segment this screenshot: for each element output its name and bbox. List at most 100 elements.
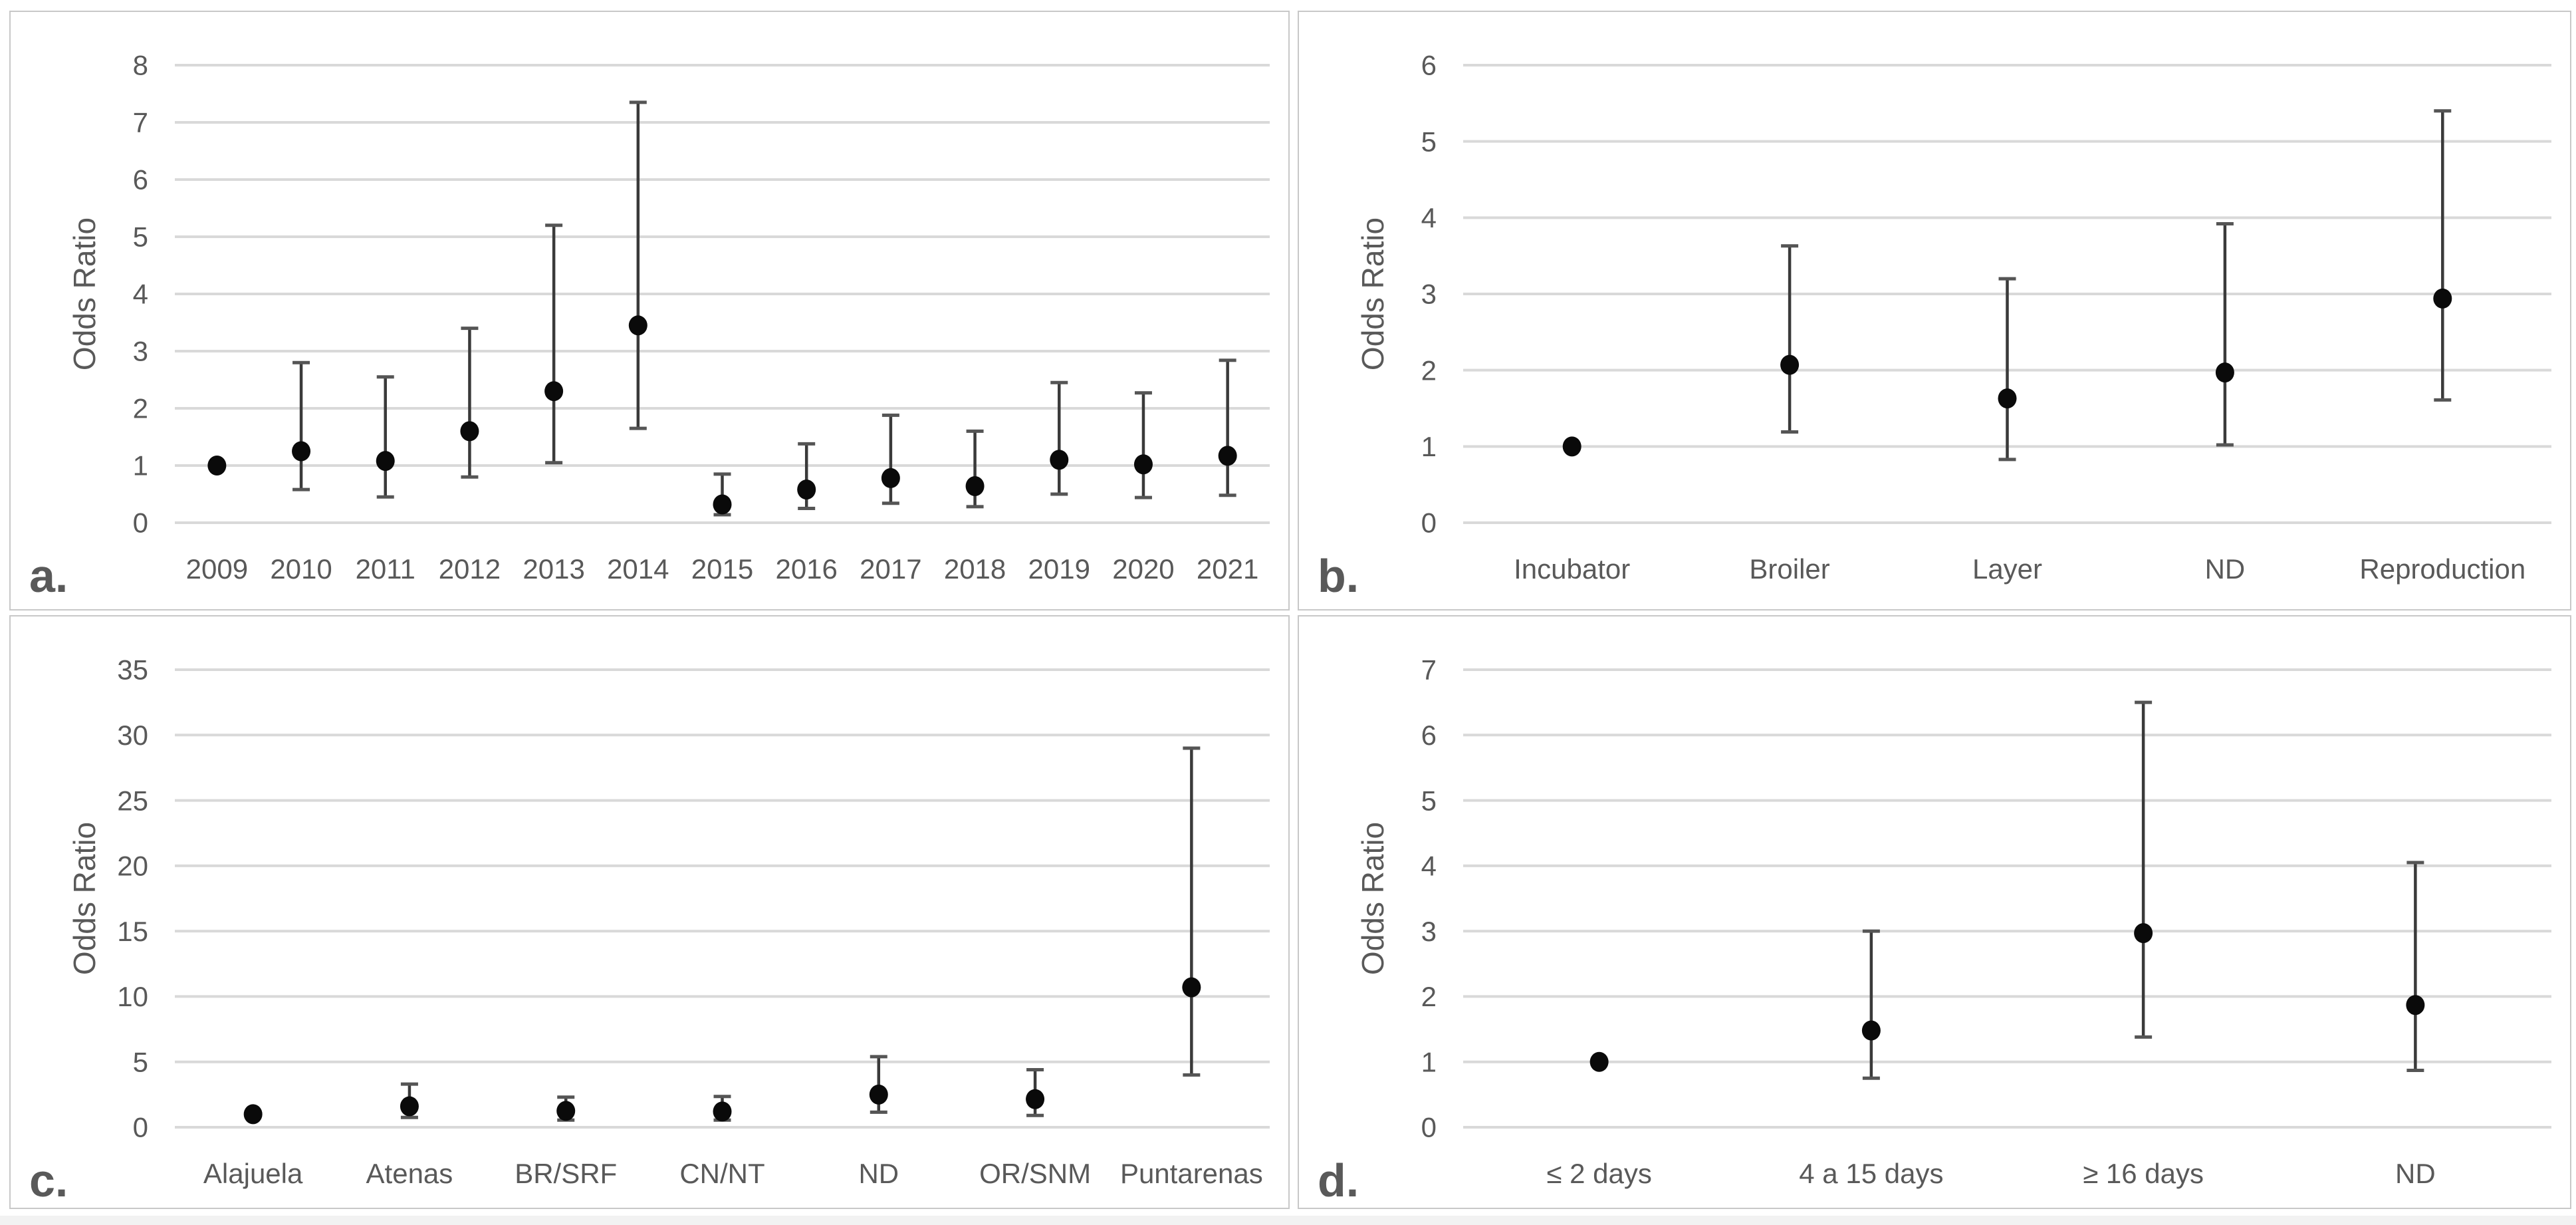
x-category-label: Broiler xyxy=(1749,553,1829,585)
data-point-marker xyxy=(1562,436,1581,457)
y-tick-label: 2 xyxy=(1421,981,1437,1012)
data-point-marker xyxy=(1780,354,1800,375)
data-point-marker xyxy=(292,441,311,462)
panel-letter: c. xyxy=(29,1155,68,1206)
data-point-marker xyxy=(797,479,816,500)
data-point-marker xyxy=(869,1084,888,1105)
page-bottom-edge xyxy=(0,1216,2576,1225)
x-category-label: ≥ 16 days xyxy=(2083,1158,2204,1189)
panel-letter: b. xyxy=(1318,550,1359,602)
y-axis-title: Odds Ratio xyxy=(1355,822,1390,975)
y-tick-label: 1 xyxy=(1421,1046,1437,1077)
y-axis-title: Odds Ratio xyxy=(1355,217,1390,370)
y-tick-label: 0 xyxy=(1421,1112,1437,1143)
x-category-label: Alajuela xyxy=(203,1158,303,1189)
y-tick-label: 0 xyxy=(1421,507,1437,539)
x-category-label: 4 a 15 days xyxy=(1799,1158,1943,1189)
y-tick-label: 5 xyxy=(1421,785,1437,816)
data-point-marker xyxy=(1861,1020,1881,1041)
y-tick-label: 0 xyxy=(133,507,148,539)
data-point-marker xyxy=(544,381,564,402)
y-tick-label: 7 xyxy=(1421,654,1437,686)
data-point-marker xyxy=(243,1104,263,1125)
chart-svg: 0 5 10 15 20 25 30 35 Odds Ratio Alajuela Atenas BR… xyxy=(29,654,1270,1206)
y-tick-label: 20 xyxy=(117,851,148,882)
x-category-label: ND xyxy=(2205,553,2246,585)
x-category-label: 2011 xyxy=(356,553,415,585)
y-tick-label: 6 xyxy=(1421,720,1437,751)
data-point-marker xyxy=(1998,388,2017,409)
panel-letter: a. xyxy=(29,550,68,602)
data-point-marker xyxy=(713,494,732,515)
y-tick-label: 6 xyxy=(133,164,148,196)
x-category-label: Reproduction xyxy=(2359,553,2525,585)
y-tick-label: 1 xyxy=(133,450,148,481)
y-axis-title: Odds Ratio xyxy=(67,217,102,370)
y-axis-title: Odds Ratio xyxy=(67,822,102,975)
data-point-marker xyxy=(713,1101,732,1122)
y-tick-label: 3 xyxy=(1421,279,1437,310)
data-point-marker xyxy=(2406,995,2425,1016)
y-tick-label: 4 xyxy=(1421,202,1437,233)
data-point-marker xyxy=(1133,454,1153,475)
x-category-label: 2010 xyxy=(270,553,332,585)
data-point-marker xyxy=(460,421,479,442)
y-tick-label: 10 xyxy=(117,981,148,1012)
x-category-label: 2016 xyxy=(775,553,837,585)
y-tick-label: 2 xyxy=(133,393,148,424)
x-category-label: OR/SNM xyxy=(979,1158,1091,1189)
data-point-marker xyxy=(2134,923,2153,944)
x-category-label: Incubator xyxy=(1514,553,1630,585)
x-category-label: 2015 xyxy=(691,553,753,585)
y-tick-label: 15 xyxy=(117,916,148,947)
panel-c-region-chart: 0 5 10 15 20 25 30 35 Odds Ratio Alajuela Atenas BR… xyxy=(9,615,1290,1209)
y-tick-label: 7 xyxy=(133,107,148,138)
x-category-label: ND xyxy=(858,1158,899,1189)
x-category-label: 2012 xyxy=(439,553,501,585)
y-tick-label: 3 xyxy=(1421,916,1437,947)
x-category-label: Layer xyxy=(1972,553,2042,585)
x-category-label: CN/NT xyxy=(679,1158,764,1189)
data-point-marker xyxy=(1218,446,1237,466)
x-category-label: ND xyxy=(2395,1158,2436,1189)
panel-letter: d. xyxy=(1318,1155,1359,1206)
x-category-label: 2013 xyxy=(523,553,584,585)
chart-svg: 0 1 2 3 4 5 6 Odds Ratio Incubator Broiler Layer ND… xyxy=(1318,50,2551,602)
y-tick-label: 5 xyxy=(133,221,148,253)
data-point-marker xyxy=(1589,1051,1609,1072)
x-category-label: BR/SRF xyxy=(515,1158,617,1189)
data-point-marker xyxy=(2215,362,2234,383)
y-tick-label: 30 xyxy=(117,720,148,751)
panel-b-production-type-chart: 0 1 2 3 4 5 6 Odds Ratio Incubator Broiler Layer ND… xyxy=(1298,11,2571,611)
y-tick-label: 0 xyxy=(133,1112,148,1143)
y-tick-label: 3 xyxy=(133,336,148,367)
x-category-label: 2020 xyxy=(1112,553,1174,585)
data-point-marker xyxy=(628,315,647,336)
data-point-marker xyxy=(556,1101,576,1121)
data-point-marker xyxy=(207,456,227,476)
data-point-marker xyxy=(1026,1089,1045,1109)
x-category-label: Puntarenas xyxy=(1120,1158,1263,1189)
data-point-marker xyxy=(881,468,900,488)
data-point-marker xyxy=(400,1096,419,1117)
y-tick-label: 5 xyxy=(1421,126,1437,157)
y-tick-label: 35 xyxy=(117,654,148,686)
x-category-label: ≤ 2 days xyxy=(1546,1158,1651,1189)
panel-a-year-chart: 0 1 2 3 4 5 6 7 8 Odds Ratio 2009 2010 2011 2012 2013 2… xyxy=(9,11,1290,611)
data-point-marker xyxy=(1050,450,1069,470)
data-point-marker xyxy=(376,451,395,472)
y-tick-label: 8 xyxy=(133,50,148,81)
data-point-marker xyxy=(965,476,985,496)
x-category-label: 2021 xyxy=(1197,553,1258,585)
data-point-marker xyxy=(1182,977,1201,998)
x-category-label: Atenas xyxy=(366,1158,453,1189)
y-tick-label: 5 xyxy=(133,1046,148,1077)
chart-svg: 0 1 2 3 4 5 6 7 Odds Ratio ≤ 2 days 4 a 15 days ≥ 1… xyxy=(1318,654,2551,1206)
x-category-label: 2009 xyxy=(186,553,248,585)
y-tick-label: 1 xyxy=(1421,431,1437,462)
y-tick-label: 25 xyxy=(117,785,148,816)
chart-svg: 0 1 2 3 4 5 6 7 8 Odds Ratio 2009 2010 2011 2012 2013 2… xyxy=(29,50,1270,602)
x-category-label: 2019 xyxy=(1028,553,1090,585)
data-point-marker xyxy=(2433,288,2452,309)
